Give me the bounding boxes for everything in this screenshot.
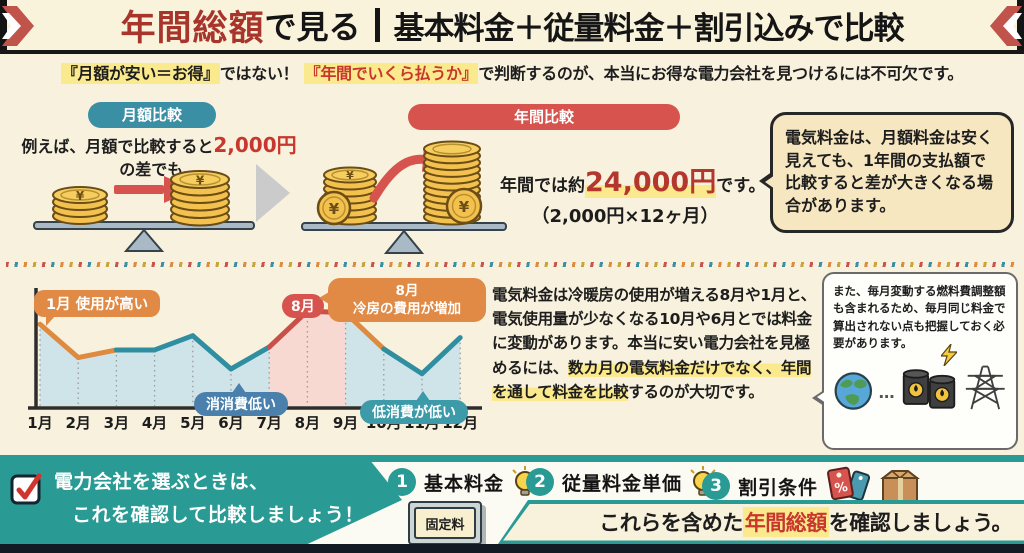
footer-banner: 電力会社を選ぶときは、 これを確認して比較しましょう！	[0, 455, 402, 545]
annual-result-amount: 24,000円	[585, 167, 717, 198]
footer-note-text: これらを含めた 年間総額 を確認しましょう。	[599, 500, 1013, 544]
number-badge-3: 3	[702, 472, 730, 500]
checklist-item-1-label: 基本料金	[424, 472, 505, 495]
checklist-item-unit-price: 2 従量料金単価	[526, 466, 716, 498]
checklist-item-discount: 3 割引条件 %	[702, 464, 920, 508]
monthly-example-text: 例えば、月額で比較すると2,000円 の差でも、	[14, 131, 304, 181]
left-chevron-icon	[2, 6, 34, 46]
fixed-fee-plaque: 固定料	[408, 501, 482, 545]
footer-note-post: を確認しましょう。	[828, 511, 1013, 535]
title-divider	[374, 8, 380, 42]
coin-stack-medium-icon: ¥ ¥	[316, 166, 377, 226]
coin-stack-large-icon: ¥	[170, 170, 230, 227]
checklist-item-2-label: 従量料金単価	[562, 472, 683, 495]
page-title-right: 基本料金＋従量料金＋割引込みで比較	[393, 10, 905, 47]
page-title-emphasis: 年間総額	[120, 8, 265, 49]
intro-highlight-2: 『年間でいくら払うか』	[303, 63, 479, 84]
chart-note-november: 低消費が低い	[360, 391, 468, 424]
annual-comparison-badge: 年間比較	[408, 104, 680, 130]
chart-badge-august: 8月	[282, 294, 324, 318]
monthly-comparison-badge: 月額比較	[88, 102, 216, 128]
header-band: 年間総額 で見る 基本料金＋従量料金＋割引込みで比較	[0, 0, 1024, 54]
footer-banner-text: 電力会社を選ぶときは、 これを確認して比較しましょう！	[54, 466, 364, 532]
monthly-example-amount: 2,000円	[213, 133, 297, 157]
svg-text:6月: 6月	[218, 414, 243, 432]
chart-note-january: 1月 使用が高い	[34, 290, 161, 326]
svg-text:¥: ¥	[329, 200, 340, 218]
svg-text:¥: ¥	[459, 198, 470, 216]
checklist-item-3-label: 割引条件	[738, 476, 819, 499]
svg-text:1月: 1月	[27, 414, 52, 432]
right-edge-frame	[1017, 0, 1024, 50]
svg-text:2月: 2月	[65, 414, 90, 432]
svg-text:¥: ¥	[196, 174, 205, 188]
lightning-icon	[941, 344, 957, 366]
footer-bottom-stripe	[0, 544, 1024, 553]
intro-rest: で判断するのが、本当にお得な電力会社を見つけるには不可欠です。	[478, 64, 964, 83]
annual-result-text: 年間では約24,000円です。	[500, 160, 800, 199]
speech-bubble-fuel-note: また、毎月変動する燃料費調整額も含まれるため、毎月同じ料金で算出されない点も把握…	[812, 272, 1018, 450]
fuel-icons-row: …	[833, 344, 1007, 412]
speech-bubble-fuel-text: また、毎月変動する燃料費調整額も含まれるため、毎月同じ料金で算出されない点も把握…	[833, 284, 1006, 350]
monthly-example-pre: 例えば、月額で比較すると	[21, 137, 214, 156]
intro-mid: ではない！	[219, 64, 304, 83]
speech-bubble-annual-note-text: 電気料金は、月額料金は安く見えても、1年間の支払額で比較すると差が大きくなる場合…	[785, 128, 994, 216]
footer-note-bar: これらを含めた 年間総額 を確認しましょう。	[498, 500, 1024, 544]
seasonal-paragraph-post: するのが大切です。	[628, 382, 764, 401]
number-badge-1: 1	[388, 468, 416, 496]
balance-scale-monthly-icon: ¥ ¥	[33, 170, 255, 252]
monthly-usage-chart: 1月2月3月4月5月6月7月8月9月10月11月12月 1月 使用が高い 8月 …	[14, 276, 489, 444]
annual-calc-text: （2,000円×12ヶ月）	[531, 206, 719, 227]
svg-text:¥: ¥	[346, 169, 354, 182]
dashed-separator	[6, 262, 1018, 267]
intro-sentence: 『月額が安い＝お得』ではない！ 『年間でいくら払うか』で判断するのが、本当にお得…	[0, 60, 1024, 84]
svg-text:4月: 4月	[142, 414, 167, 432]
fixed-fee-plaque-label: 固定料	[414, 507, 476, 539]
speech-bubble-annual-note: 電気料金は、月額料金は安く見えても、1年間の支払額で比較すると差が大きくなる場合…	[759, 112, 1014, 233]
footer-top-stripe	[0, 455, 1024, 462]
left-edge-frame	[0, 0, 7, 50]
footer-banner-line2: これを確認して比較しましょう！	[72, 504, 364, 526]
earth-icon	[834, 372, 873, 410]
svg-text:%: %	[834, 480, 849, 497]
number-badge-2: 2	[526, 468, 554, 496]
chart-note-august-line1: 8月	[395, 283, 419, 299]
seasonal-paragraph-pre: 電気料金は冷暖房の使用が増える8月や1月と、電気使用量が少なくなる10月や6月と…	[492, 286, 816, 377]
footer-note-emphasis: 年間総額	[742, 507, 829, 537]
intro-highlight-1: 『月額が安い＝お得』	[60, 63, 220, 84]
svg-text:3月: 3月	[104, 414, 129, 432]
chart-note-august: 8月 冷房の費用が増加	[319, 278, 486, 323]
oil-barrels-icon	[902, 369, 955, 409]
annual-result-post: です。	[716, 176, 766, 196]
page-title-rest: で見る	[264, 8, 361, 46]
footer-note-pre: これらを含めた	[599, 511, 743, 535]
svg-text:9月: 9月	[333, 414, 358, 432]
svg-text:8月: 8月	[295, 414, 320, 432]
dots-icon: …	[878, 383, 895, 402]
seasonal-variation-paragraph: 電気料金は冷暖房の使用が増える8月や1月と、電気使用量が少なくなる10月や6月と…	[492, 283, 816, 404]
checklist-item-basic-fee: 1 基本料金	[388, 466, 538, 498]
chart-note-august-line2: 冷房の費用が増加	[353, 301, 461, 318]
step-arrow-icon	[256, 164, 290, 222]
footer-banner-line1: 電力会社を選ぶときは、	[54, 471, 269, 493]
balance-scale-annual-icon: ¥ ¥ ¥	[301, 140, 507, 254]
box-icon	[880, 470, 920, 503]
svg-text:7月: 7月	[256, 414, 281, 432]
coin-stack-tall-icon: ¥	[423, 140, 483, 226]
checkbox-icon	[10, 473, 42, 505]
price-tags-icon: %	[827, 466, 871, 501]
power-tower-icon	[966, 365, 1006, 410]
chart-note-june: 消消費低い	[194, 383, 288, 416]
svg-text:5月: 5月	[180, 414, 205, 432]
svg-text:¥: ¥	[76, 189, 85, 203]
annual-result-pre: 年間では約	[500, 176, 585, 196]
coin-stack-small-icon: ¥	[52, 186, 108, 225]
right-chevron-icon	[990, 6, 1022, 46]
